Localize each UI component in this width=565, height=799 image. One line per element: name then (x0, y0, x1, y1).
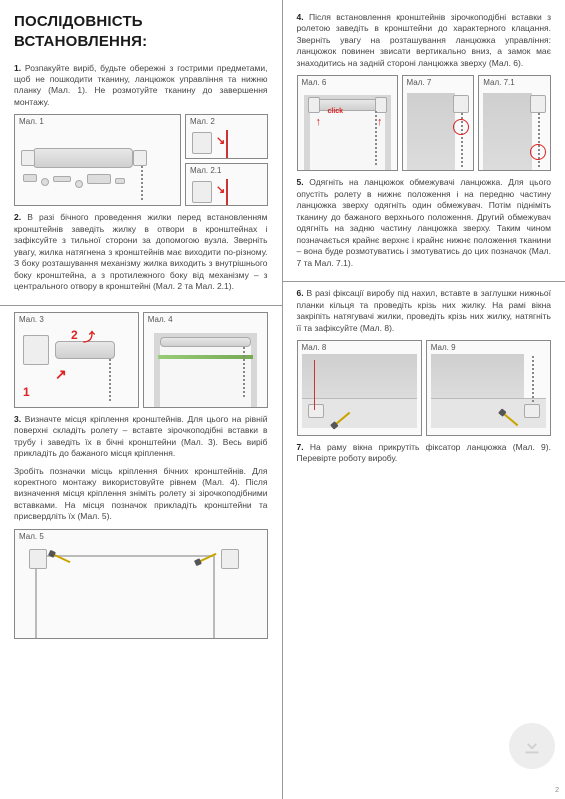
callout-1: 1 (23, 384, 30, 400)
figure-9: Мал. 9 (426, 340, 551, 436)
fig-row-2: Мал. 3 1 2 ↗ ⤴ Мал. 4 (14, 312, 268, 408)
click-label: click (328, 107, 344, 116)
step-4-num: 4. (297, 12, 304, 22)
page-title: ПОСЛІДОВНІСТЬ ВСТАНОВЛЕННЯ: (14, 12, 268, 53)
figure-4: Мал. 4 (143, 312, 268, 408)
figure-5-label: Мал. 5 (15, 530, 267, 543)
arrow-icon: ↘ (216, 183, 225, 198)
figure-9-label: Мал. 9 (427, 341, 550, 354)
figure-1-body (15, 128, 180, 205)
step-1-num: 1. (14, 63, 21, 73)
figure-2: Мал. 2 ↘ (185, 114, 268, 159)
figure-4-label: Мал. 4 (144, 313, 267, 326)
figure-1: Мал. 1 (14, 114, 181, 206)
figure-6: Мал. 6 click ↑ ↑ (297, 75, 398, 171)
figure-3-body: 1 2 ↗ ⤴ (15, 325, 138, 406)
arrow-icon: ⤴ (83, 329, 95, 345)
separator (283, 281, 565, 282)
step-2-body: В разі бічного проведення жилки перед вс… (14, 212, 268, 291)
step-2-num: 2. (14, 212, 21, 222)
figure-7-1-label: Мал. 7.1 (479, 76, 550, 89)
step-3a-body: Визначте місця кріплення кронштейнів. Дл… (14, 414, 268, 458)
step-6-body: В разі фіксації виробу під нахил, вставт… (297, 288, 552, 332)
watermark-icon (509, 723, 555, 769)
figure-2-1-label: Мал. 2.1 (186, 164, 267, 177)
figure-7: Мал. 7 (402, 75, 475, 171)
figure-7-label: Мал. 7 (403, 76, 474, 89)
figure-7-1-body (479, 89, 550, 170)
figure-2-label: Мал. 2 (186, 115, 267, 128)
step-6-text: 6. В разі фіксації виробу під нахил, вст… (297, 288, 552, 334)
step-2-text: 2. В разі бічного проведення жилки перед… (14, 212, 268, 292)
figure-8-label: Мал. 8 (298, 341, 421, 354)
figure-1-label: Мал. 1 (15, 115, 180, 128)
step-6-num: 6. (297, 288, 304, 298)
figure-6-label: Мал. 6 (298, 76, 397, 89)
step-3b-text: Зробіть позначки місць кріплення бічних … (14, 466, 268, 523)
page-number: 2 (555, 786, 559, 795)
right-column: 4. Після встановлення кронштейнів зірочк… (283, 0, 565, 799)
fig-row-1: Мал. 1 (14, 114, 268, 206)
step-4-body: Після встановлення кронштейнів зірочкопо… (297, 12, 552, 68)
figure-7-1: Мал. 7.1 (478, 75, 551, 171)
step-7-num: 7. (297, 442, 304, 452)
step-1-body: Розпакуйте виріб, будьте обережні з гост… (14, 63, 268, 107)
step-7-body: На раму вікна прикрутіть фіксатор ланцюж… (297, 442, 551, 463)
figure-6-body: click ↑ ↑ (298, 89, 397, 170)
page: ПОСЛІДОВНІСТЬ ВСТАНОВЛЕННЯ: 1. Розпакуйт… (0, 0, 565, 799)
step-3b-body: Зробіть позначки місць кріплення бічних … (14, 466, 268, 522)
arrow-icon: ↑ (377, 115, 383, 130)
callout-2: 2 (71, 327, 78, 343)
separator (0, 305, 282, 306)
figure-8: Мал. 8 (297, 340, 422, 436)
step-5-body: Одягніть на ланцюжок обмежувачі ланцюжка… (297, 177, 552, 267)
step-1-text: 1. Розпакуйте виріб, будьте обережні з г… (14, 63, 268, 109)
step-7-text: 7. На раму вікна прикрутіть фіксатор лан… (297, 442, 552, 465)
fig-row-3: Мал. 5 (14, 529, 268, 639)
step-5-num: 5. (297, 177, 304, 187)
step-3-num: 3. (14, 414, 21, 424)
arrow-icon: ↘ (216, 134, 225, 149)
figure-5: Мал. 5 (14, 529, 268, 639)
step-3a-text: 3. Визначте місця кріплення кронштейнів.… (14, 414, 268, 460)
figure-7-body (403, 89, 474, 170)
figure-3: Мал. 3 1 2 ↗ ⤴ (14, 312, 139, 408)
step-5-text: 5. Одягніть на ланцюжок обмежувачі ланцю… (297, 177, 552, 269)
figure-9-body (427, 354, 550, 435)
fig-row-4: Мал. 6 click ↑ ↑ Мал. 7 (297, 75, 552, 171)
figure-2-1: Мал. 2.1 ↘ (185, 163, 268, 206)
left-column: ПОСЛІДОВНІСТЬ ВСТАНОВЛЕННЯ: 1. Розпакуйт… (0, 0, 283, 799)
arrow-icon: ↗ (55, 365, 67, 384)
figure-8-body (298, 354, 421, 435)
figure-3-label: Мал. 3 (15, 313, 138, 326)
figure-2-1-body: ↘ (186, 177, 267, 205)
fig-row-5: Мал. 8 Мал. 9 (297, 340, 552, 436)
step-4-text: 4. Після встановлення кронштейнів зірочк… (297, 12, 552, 69)
figure-5-body (15, 543, 267, 638)
figure-4-body (144, 325, 267, 406)
figure-2-body: ↘ (186, 128, 267, 158)
arrow-icon: ↑ (316, 115, 322, 130)
